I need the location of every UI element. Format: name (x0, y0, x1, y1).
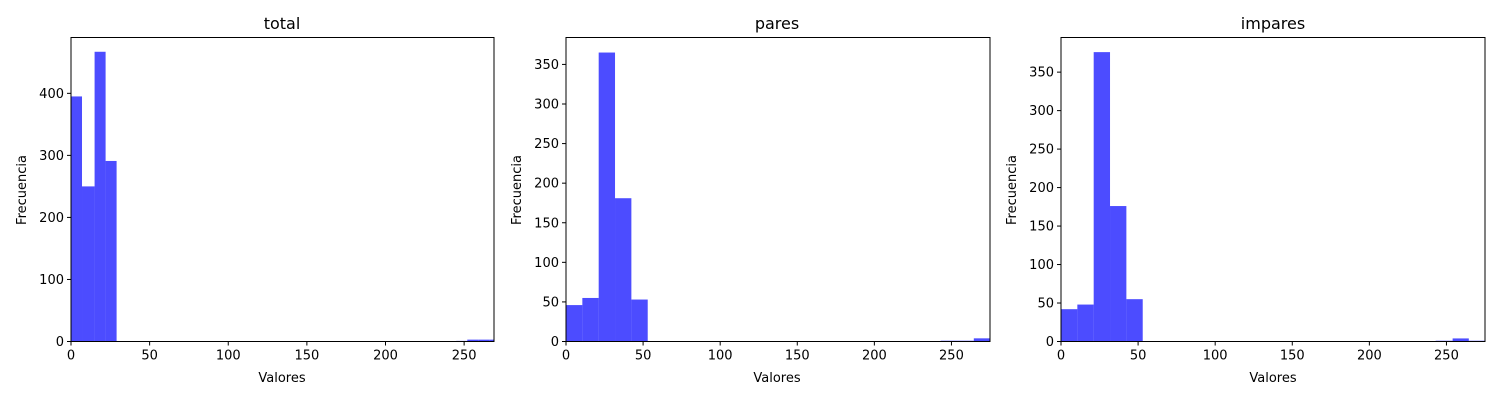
histogram-bar (1093, 52, 1111, 342)
x-tick-group: 0 50 100 150 200 250 (67, 341, 477, 364)
y-tick-label: 200 (534, 177, 559, 192)
x-tick-label: 50 (635, 349, 652, 364)
histogram-bar (1126, 299, 1143, 342)
x-axis-label: Valores (753, 371, 800, 386)
histogram-bar (598, 52, 616, 342)
histogram-bar (1452, 338, 1469, 342)
y-tick-label: 350 (1029, 66, 1054, 81)
x-tick-label: 0 (67, 349, 75, 364)
y-tick-label: 350 (534, 58, 559, 73)
x-tick-label: 200 (1357, 349, 1382, 364)
x-tick-label: 0 (1057, 349, 1065, 364)
x-tick-label: 100 (216, 349, 241, 364)
panel-total: total 0 50 100 150 200 250 0 100 200 300 400 Valo… (15, 14, 495, 386)
y-tick-label: 150 (1029, 220, 1054, 235)
panel-title: pares (755, 14, 799, 33)
y-tick-label: 100 (1029, 258, 1054, 273)
x-tick-label: 200 (862, 349, 887, 364)
y-axis-label: Frecuencia (1005, 155, 1020, 225)
histogram-bar (615, 198, 632, 342)
x-tick-label: 100 (1203, 349, 1228, 364)
x-tick-label: 250 (1434, 349, 1459, 364)
panel-impares: impares 0 50 100 150 200 250 0 50 100 150 200 250 3… (1005, 14, 1486, 386)
y-axis-label: Frecuencia (510, 155, 525, 225)
histogram-bar (566, 305, 583, 342)
y-tick-label: 250 (1029, 143, 1054, 158)
x-tick-group: 0 50 100 150 200 250 (562, 341, 964, 364)
y-tick-group: 0 100 200 300 400 (39, 87, 71, 350)
histogram-bar (1077, 304, 1094, 342)
y-tick-group: 0 50 100 150 200 250 300 350 (534, 58, 566, 350)
y-tick-group: 0 50 100 150 200 250 300 350 (1029, 66, 1061, 350)
x-axis-label: Valores (258, 371, 305, 386)
x-tick-label: 150 (1280, 349, 1305, 364)
x-tick-label: 50 (1130, 349, 1147, 364)
histogram-bar (71, 96, 83, 342)
x-tick-label: 250 (939, 349, 964, 364)
y-tick-label: 100 (39, 273, 64, 288)
histogram-bar (82, 186, 95, 342)
y-tick-label: 0 (56, 335, 64, 350)
y-tick-label: 200 (1029, 181, 1054, 196)
panel-title: impares (1241, 14, 1305, 33)
y-tick-label: 300 (39, 149, 64, 164)
bar-group (1061, 52, 1485, 342)
x-tick-label: 150 (785, 349, 810, 364)
histogram-bar (94, 51, 106, 342)
x-tick-label: 200 (373, 349, 398, 364)
histogram-bar (1061, 309, 1078, 342)
histogram-bar (105, 160, 117, 342)
y-tick-label: 50 (542, 295, 559, 310)
x-tick-label: 50 (141, 349, 158, 364)
histogram-bar (631, 299, 648, 342)
histogram-bar (1110, 206, 1127, 342)
plot-area-frame (1060, 37, 1486, 342)
y-tick-label: 150 (534, 216, 559, 231)
y-tick-label: 100 (534, 256, 559, 271)
y-tick-label: 0 (551, 335, 559, 350)
panel-pares: pares 0 50 100 150 200 250 0 50 100 150 200 250 300… (510, 14, 991, 386)
plot-area-frame (565, 37, 991, 342)
histogram-bar (973, 338, 990, 342)
y-tick-label: 300 (534, 98, 559, 113)
y-tick-label: 300 (1029, 104, 1054, 119)
panel-title: total (264, 14, 301, 33)
bar-group (71, 51, 494, 342)
y-tick-label: 0 (1046, 335, 1054, 350)
histogram-bar (489, 339, 494, 342)
y-tick-label: 400 (39, 87, 64, 102)
y-tick-label: 200 (39, 211, 64, 226)
bar-group (566, 52, 990, 342)
x-tick-label: 100 (708, 349, 733, 364)
y-tick-label: 250 (534, 137, 559, 152)
plot-area-frame (70, 37, 495, 342)
x-tick-label: 150 (294, 349, 319, 364)
x-tick-label: 0 (562, 349, 570, 364)
histogram-bar (582, 297, 599, 342)
x-tick-label: 250 (452, 349, 477, 364)
x-tick-group: 0 50 100 150 200 250 (1057, 341, 1459, 364)
histogram-bar (467, 339, 479, 342)
histogram-bar (478, 339, 490, 342)
x-axis-label: Valores (1249, 371, 1296, 386)
y-axis-label: Frecuencia (15, 155, 30, 225)
y-tick-label: 50 (1037, 297, 1054, 312)
